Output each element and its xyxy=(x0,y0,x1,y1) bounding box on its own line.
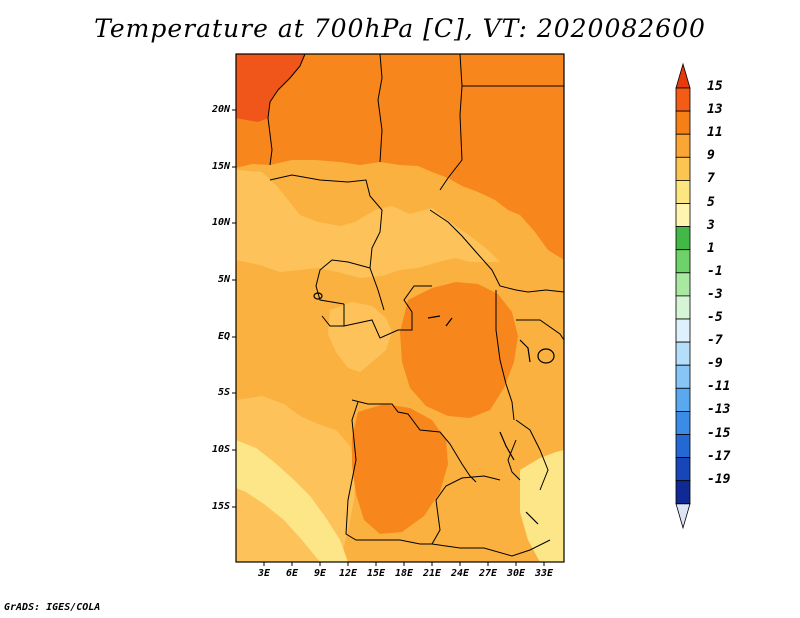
lon-label-33e: 33E xyxy=(534,568,554,579)
lon-label-15e: 15E xyxy=(366,568,386,579)
temp-region-13-15-northwest xyxy=(236,54,305,122)
map-panel xyxy=(232,53,565,566)
colorbar-tick-label: -1 xyxy=(707,263,723,279)
colorbar-box xyxy=(675,249,691,274)
map-title: Temperature at 700hPa [C], VT: 202008260… xyxy=(94,14,706,43)
colorbar-box xyxy=(675,179,691,204)
colorbar-tick-label: 9 xyxy=(707,148,715,164)
colorbar-box xyxy=(675,272,691,297)
colorbar-tick-label: -15 xyxy=(707,425,731,441)
lat-label-eq: EQ xyxy=(217,331,230,342)
lakes xyxy=(313,292,555,525)
lon-label-21e: 21E xyxy=(422,568,442,579)
lat-label-10s: 10S xyxy=(211,444,230,455)
colorbar-box xyxy=(675,364,691,389)
colorbar-box xyxy=(675,87,691,112)
lon-label-18e: 18E xyxy=(394,568,414,579)
lat-label-10n: 10N xyxy=(211,217,230,228)
colorbar-tick-label: -11 xyxy=(707,379,731,395)
country-borders xyxy=(267,53,565,557)
colorbar xyxy=(675,62,691,530)
temp-region-7-9-west xyxy=(236,170,500,278)
colorbar-bottom-arrow xyxy=(675,503,691,530)
colorbar-tick-label: -5 xyxy=(707,310,723,325)
colorbar-tick-label: 7 xyxy=(707,171,715,187)
credit-text: GrADS: IGES/COLA xyxy=(4,602,101,613)
lon-label-9e: 9E xyxy=(313,568,327,579)
map-frame xyxy=(235,53,565,563)
colorbar-box xyxy=(675,410,691,435)
lon-label-3e: 3E xyxy=(257,568,271,579)
temp-region-11-13-angola xyxy=(352,404,448,534)
colorbar-box xyxy=(675,133,691,158)
colorbar-box xyxy=(675,457,691,482)
colorbar-tick-label: -7 xyxy=(707,333,723,349)
colorbar-box xyxy=(675,156,691,181)
lat-label-15s: 15S xyxy=(211,501,230,512)
colorbar-tick-label: -9 xyxy=(707,356,723,372)
temp-region-11-13-north xyxy=(236,54,564,260)
colorbar-box xyxy=(675,203,691,228)
colorbar-box xyxy=(675,226,691,251)
lat-label-5s: 5S xyxy=(217,387,230,398)
colorbar-tick-label: 13 xyxy=(707,102,723,118)
colorbar-box xyxy=(675,318,691,343)
colorbar-box xyxy=(675,341,691,366)
lat-label-5n: 5N xyxy=(217,274,230,285)
lon-label-6e: 6E xyxy=(285,568,299,579)
lon-label-12e: 12E xyxy=(338,568,358,579)
colorbar-box xyxy=(675,480,691,505)
colorbar-tick-label: -3 xyxy=(707,286,723,302)
colorbar-tick-label: 1 xyxy=(707,240,715,256)
temp-region-5-7-southeast xyxy=(520,450,564,562)
lon-label-24e: 24E xyxy=(450,568,470,579)
colorbar-tick-label: -17 xyxy=(707,448,731,464)
lat-label-15n: 15N xyxy=(211,161,230,172)
colorbar-tick-label: 15 xyxy=(707,79,723,94)
lat-label-20n: 20N xyxy=(211,104,230,115)
colorbar-tick-label: -13 xyxy=(707,402,731,418)
temp-region-5-7-coastal xyxy=(236,440,348,562)
colorbar-top-arrow xyxy=(675,62,691,89)
temp-region-11-13-congo xyxy=(400,282,518,418)
colorbar-tick-label: 3 xyxy=(707,217,715,233)
colorbar-box xyxy=(675,387,691,412)
lon-label-30e: 30E xyxy=(506,568,526,579)
colorbar-tick-label: 11 xyxy=(707,125,723,141)
colorbar-box xyxy=(675,110,691,135)
colorbar-tick-label: -19 xyxy=(707,471,731,487)
colorbar-tick-label: 5 xyxy=(707,194,715,210)
axis-ticks xyxy=(232,109,545,566)
lon-label-27e: 27E xyxy=(478,568,498,579)
colorbar-box xyxy=(675,434,691,459)
colorbar-box xyxy=(675,295,691,320)
